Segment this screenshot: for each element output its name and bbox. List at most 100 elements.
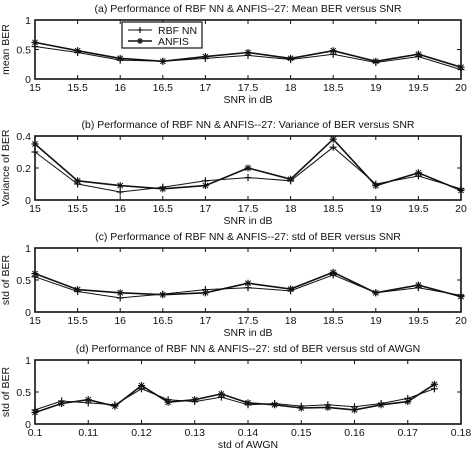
- x-axis-label: SNR in dB: [223, 327, 272, 339]
- x-axis-label: SNR in dB: [223, 215, 272, 227]
- y-tick-label: 0: [25, 74, 31, 86]
- legend-marker: [137, 38, 143, 44]
- data-point-star: [201, 53, 209, 61]
- x-tick-label: 15: [29, 315, 41, 327]
- x-tick-label: 17: [200, 203, 212, 215]
- data-point-star: [244, 164, 252, 172]
- data-point-star: [217, 390, 225, 398]
- data-point-star: [116, 54, 124, 62]
- x-tick-label: 15: [29, 203, 41, 215]
- x-tick-label: 17.5: [238, 82, 259, 94]
- data-point-star: [31, 38, 39, 46]
- data-point-star: [404, 398, 412, 406]
- data-point-star: [159, 291, 167, 299]
- data-point-star: [414, 169, 422, 177]
- x-tick-label: 19.5: [408, 203, 429, 215]
- x-tick-label: 15.5: [67, 203, 88, 215]
- data-point-star: [31, 408, 39, 416]
- x-tick-label: 0.14: [238, 427, 259, 439]
- x-tick-label: 16: [114, 203, 126, 215]
- y-tick-label: 0: [25, 195, 31, 207]
- x-tick-label: 0.13: [185, 427, 206, 439]
- x-tick-label: 19.5: [408, 82, 429, 94]
- y-tick-label: 0.5: [16, 387, 31, 399]
- data-point-star: [191, 396, 199, 404]
- x-tick-label: 0.12: [131, 427, 152, 439]
- x-axis-label: std of AWGN: [218, 439, 278, 451]
- x-tick-label: 0.16: [344, 427, 365, 439]
- data-point-star: [377, 401, 385, 409]
- x-tick-label: 17: [200, 315, 212, 327]
- legend-label: RBF NN: [158, 25, 197, 37]
- x-tick-label: 20: [455, 82, 467, 94]
- data-point-plus: [244, 174, 252, 182]
- chart-title: (b) Performance of RBF NN & ANFIS--27: V…: [82, 119, 415, 131]
- x-tick-label: 18: [285, 82, 297, 94]
- data-point-star: [164, 398, 172, 406]
- x-tick-label: 0.11: [78, 427, 98, 439]
- chart-title: (c) Performance of RBF NN & ANFIS--27: s…: [95, 231, 401, 243]
- legend-box: [121, 21, 203, 49]
- y-tick-label: 0.2: [16, 163, 31, 175]
- x-tick-label: 0.18: [451, 427, 472, 439]
- data-point-plus: [329, 143, 337, 151]
- x-tick-label: 17: [200, 82, 212, 94]
- data-point-star: [84, 396, 92, 404]
- chart-title: (a) Performance of RBF NN & ANFIS--27: M…: [95, 3, 402, 15]
- x-tick-label: 18: [285, 315, 297, 327]
- x-tick-label: 15.5: [67, 82, 88, 94]
- x-tick-label: 16: [114, 82, 126, 94]
- y-tick-label: 0.5: [16, 275, 31, 287]
- data-point-star: [324, 403, 332, 411]
- data-point-star: [457, 63, 465, 71]
- y-tick-label: 1: [25, 355, 31, 367]
- data-point-star: [329, 268, 337, 276]
- plot-frame: [34, 359, 462, 425]
- data-point-star: [329, 47, 337, 55]
- data-point-plus: [31, 148, 39, 156]
- x-tick-label: 0.1: [28, 427, 43, 439]
- data-point-star: [271, 401, 279, 409]
- x-tick-label: 0.15: [291, 427, 312, 439]
- x-tick-label: 0.17: [398, 427, 419, 439]
- data-point-star: [74, 177, 82, 185]
- data-point-star: [457, 186, 465, 194]
- data-point-star: [159, 185, 167, 193]
- x-tick-label: 18: [285, 203, 297, 215]
- x-tick-label: 15.5: [67, 315, 88, 327]
- data-point-star: [414, 281, 422, 289]
- y-tick-label: 0: [25, 307, 31, 319]
- x-tick-label: 18.5: [323, 315, 344, 327]
- data-point-star: [201, 289, 209, 297]
- chart-title: (d) Performance of RBF NN & ANFIS--27: s…: [76, 343, 420, 355]
- series-line-anfis: [34, 383, 435, 414]
- data-point-star: [287, 54, 295, 62]
- x-tick-label: 17.5: [238, 203, 259, 215]
- data-point-star: [372, 57, 380, 65]
- x-tick-label: 16.5: [153, 82, 174, 94]
- data-point-star: [372, 182, 380, 190]
- x-tick-label: 19: [370, 315, 382, 327]
- data-point-star: [244, 279, 252, 287]
- data-point-star: [372, 289, 380, 297]
- x-tick-label: 16: [114, 315, 126, 327]
- series-line-rbf-nn: [34, 388, 435, 411]
- data-point-star: [287, 175, 295, 183]
- y-axis-label: std of BER: [0, 366, 12, 417]
- legend-label: ANFIS: [158, 36, 189, 48]
- data-point-star: [31, 270, 39, 278]
- y-axis-label: std of BER: [0, 254, 12, 305]
- data-point-star: [58, 400, 66, 408]
- y-tick-label: 0.5: [16, 45, 31, 57]
- chart-panel-d: (d) Performance of RBF NN & ANFIS--27: s…: [0, 343, 471, 451]
- data-point-star: [287, 285, 295, 293]
- x-tick-label: 17.5: [238, 315, 259, 327]
- chart-panel-a: (a) Performance of RBF NN & ANFIS--27: M…: [0, 3, 467, 106]
- y-tick-label: 1: [25, 243, 31, 255]
- x-tick-label: 19: [370, 203, 382, 215]
- y-axis-label: mean BER: [0, 24, 12, 75]
- chart-panel-b: (b) Performance of RBF NN & ANFIS--27: V…: [0, 119, 467, 227]
- x-tick-label: 16.5: [153, 315, 174, 327]
